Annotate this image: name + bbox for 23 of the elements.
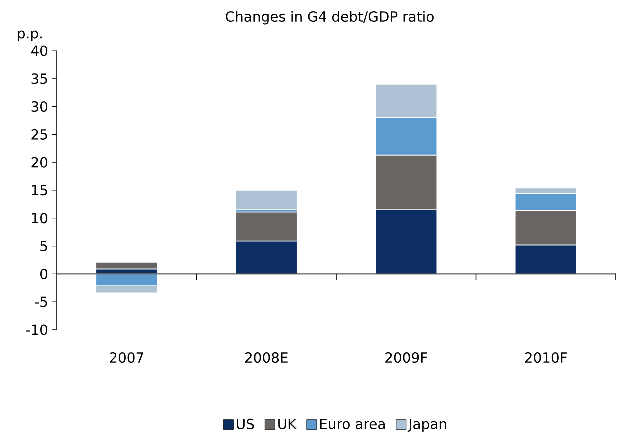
bar	[96, 262, 158, 270]
y-tick-label: 25	[32, 129, 48, 140]
y-tick-label: 30	[32, 102, 48, 112]
y-tick-label: 0	[40, 268, 48, 280]
y-tick-label: 15	[32, 185, 48, 196]
y-tick-label: -10	[26, 324, 48, 336]
x-tick-label: 2008E	[245, 352, 288, 364]
x-tick-label: 2007	[110, 352, 144, 364]
legend-label: US	[237, 418, 254, 430]
y-tick-label: -5	[35, 296, 48, 308]
y-tick-label: 10	[32, 213, 48, 224]
y-axis-title: p.p.	[18, 30, 42, 42]
x-tick-label: 2009F	[386, 352, 428, 364]
legend-label: Euro area	[320, 419, 385, 430]
chart-title: Changes in G4 debt/GDP ratio	[226, 11, 434, 25]
y-tick-label: 35	[32, 74, 48, 84]
y-tick-label: 40	[31, 46, 48, 56]
y-tick-label: 5	[40, 241, 48, 252]
x-tick-label: 2010F	[525, 352, 568, 364]
legend-label: UK	[278, 419, 297, 430]
bar	[235, 190, 298, 210]
legend-label: Japan	[408, 419, 446, 432]
y-tick-label: 20	[32, 157, 48, 168]
